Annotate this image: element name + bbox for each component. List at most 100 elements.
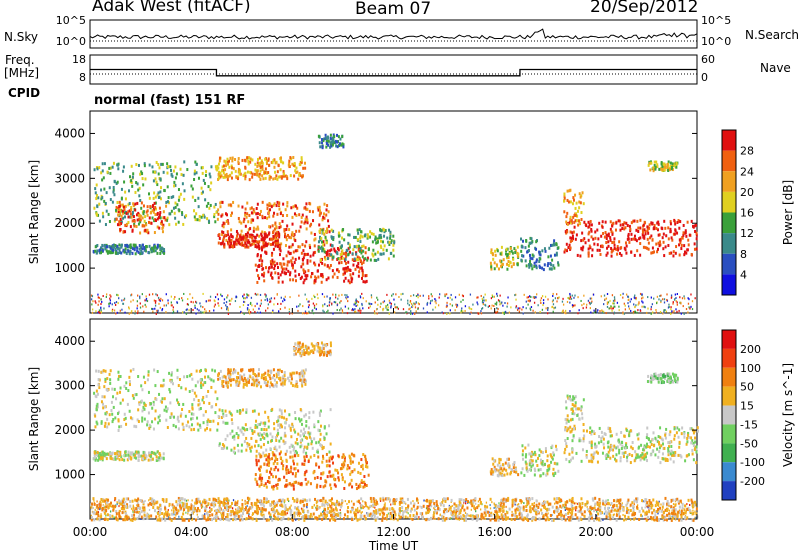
data-cell <box>283 382 286 386</box>
data-cell <box>382 252 385 256</box>
data-cell <box>693 224 696 228</box>
clutter-cell <box>560 506 563 509</box>
data-cell <box>667 237 670 241</box>
clutter-cell <box>386 518 388 521</box>
data-cell <box>119 374 122 378</box>
clutter-cell <box>389 301 391 304</box>
data-cell <box>302 369 305 373</box>
clutter-cell <box>190 300 192 303</box>
data-cell <box>116 391 119 395</box>
data-cell <box>169 401 172 405</box>
data-cell <box>347 247 350 251</box>
data-cell <box>348 243 351 247</box>
data-cell <box>136 249 139 253</box>
clutter-cell <box>523 293 525 296</box>
clutter-cell <box>415 310 417 313</box>
data-cell <box>510 249 513 253</box>
clutter-cell <box>516 308 519 311</box>
data-cell <box>298 372 301 376</box>
data-cell <box>304 368 307 372</box>
data-cell <box>376 240 379 244</box>
data-cell <box>94 414 97 418</box>
data-cell <box>325 253 328 257</box>
data-cell <box>588 244 591 248</box>
clutter-cell <box>139 297 141 300</box>
data-cell <box>588 225 591 229</box>
clutter-cell <box>332 293 334 296</box>
data-cell <box>292 163 295 167</box>
data-cell <box>565 249 568 253</box>
clutter-cell <box>565 312 567 315</box>
data-cell <box>109 452 112 456</box>
data-cell <box>576 214 579 218</box>
clutter-cell <box>646 311 648 314</box>
data-cell <box>342 252 345 256</box>
data-cell <box>294 257 297 261</box>
data-cell <box>142 375 145 379</box>
clutter-cell <box>354 308 356 311</box>
data-cell <box>268 225 271 229</box>
clutter-cell <box>192 308 194 311</box>
clutter-cell <box>96 500 98 503</box>
data-cell <box>674 229 677 233</box>
data-cell <box>313 425 316 429</box>
data-cell <box>226 157 229 161</box>
data-cell <box>262 241 265 245</box>
data-cell <box>166 171 169 175</box>
clutter-cell <box>622 312 624 315</box>
clutter-cell <box>608 307 610 310</box>
data-cell <box>92 249 95 253</box>
data-cell <box>317 420 320 424</box>
data-cell <box>295 166 298 170</box>
data-cell <box>221 230 224 234</box>
data-cell <box>181 211 184 215</box>
data-cell <box>246 428 249 432</box>
data-cell <box>295 437 298 441</box>
clutter-cell <box>634 297 636 300</box>
clutter-cell <box>362 307 364 310</box>
data-cell <box>323 426 326 430</box>
clutter-cell <box>572 305 574 308</box>
clutter-cell <box>225 508 227 511</box>
data-cell <box>673 164 676 168</box>
data-cell <box>272 237 275 241</box>
data-cell <box>207 389 210 393</box>
data-cell <box>360 276 363 280</box>
clutter-cell <box>204 513 206 516</box>
data-cell <box>237 426 240 430</box>
data-cell <box>538 250 541 254</box>
data-cell <box>200 215 203 219</box>
clutter-cell <box>574 304 576 307</box>
data-cell <box>685 251 688 255</box>
data-cell <box>186 168 189 172</box>
clutter-cell <box>103 307 105 310</box>
data-cell <box>573 220 576 224</box>
data-cell <box>255 206 258 210</box>
noise-frame <box>89 19 698 49</box>
data-cell <box>190 428 193 432</box>
clutter-cell <box>583 294 585 297</box>
clutter-cell <box>370 294 373 297</box>
data-cell <box>676 220 679 224</box>
data-cell <box>129 452 132 456</box>
data-cell <box>283 271 286 275</box>
data-cell <box>112 395 115 399</box>
clutter-cell <box>148 508 151 511</box>
data-cell <box>98 202 101 206</box>
data-cell <box>292 205 295 209</box>
data-cell <box>530 264 533 268</box>
clutter-cell <box>694 510 696 513</box>
data-cell <box>309 224 312 228</box>
data-cell <box>97 458 100 462</box>
data-cell <box>513 247 516 251</box>
clutter-cell <box>227 294 229 297</box>
data-cell <box>208 206 211 210</box>
data-cell <box>334 139 337 143</box>
data-cell <box>107 212 110 216</box>
clutter-cell <box>417 307 419 310</box>
clutter-cell <box>315 303 318 306</box>
data-cell <box>126 458 129 462</box>
clutter-cell <box>515 293 517 296</box>
data-cell <box>553 253 556 257</box>
clutter-cell <box>683 312 685 315</box>
